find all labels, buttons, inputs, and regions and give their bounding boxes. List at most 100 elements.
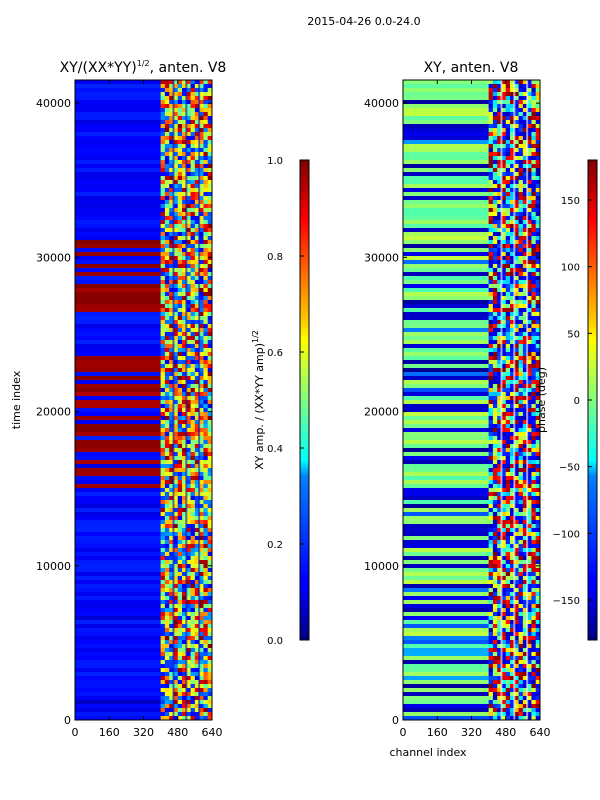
heatmap-cell [203,512,209,517]
heatmap-cell [488,340,494,345]
heatmap-cell [203,108,209,113]
heatmap-cell [527,184,532,189]
heatmap-cell [190,192,196,197]
heatmap-cell [488,516,494,521]
heatmap-cell [501,344,507,349]
heatmap-cell [199,480,204,485]
heatmap-cell [199,432,204,437]
heatmap-cell [169,236,174,241]
heatmap-cell [522,576,528,581]
heatmap-cell [505,412,511,417]
heatmap-cell [497,356,502,361]
heatmap-cell [190,268,196,273]
heatmap-row [403,508,540,513]
heatmap-cell [160,116,166,121]
heatmap-cell [173,328,179,333]
heatmap-cell [207,256,213,261]
heatmap-cell [505,692,511,697]
heatmap-cell [173,80,179,85]
heatmap-cell [194,572,200,577]
heatmap-cell [169,504,174,509]
heatmap-cell [488,464,494,469]
heatmap-cell [207,284,213,289]
heatmap-cell [169,412,174,417]
heatmap-cell [527,228,532,233]
heatmap-cell [194,408,200,413]
heatmap-cell [199,588,204,593]
heatmap-cell [527,508,532,513]
heatmap-cell [173,544,179,549]
heatmap-cell [203,328,209,333]
heatmap-cell [531,304,537,309]
heatmap-cell [488,476,494,481]
heatmap-cell [207,336,213,341]
heatmap-cell [186,200,191,205]
heatmap-cell [169,264,174,269]
heatmap-cell [177,628,183,633]
heatmap-cell [488,200,494,205]
heatmap-cell [492,672,498,677]
heatmap-cell [203,604,209,609]
heatmap-cell [535,372,541,377]
heatmap-cell [203,180,209,185]
heatmap-cell [488,424,494,429]
heatmap-cell [182,288,187,293]
heatmap-row [403,264,540,269]
heatmap-cell [518,624,524,629]
heatmap-cell [203,168,209,173]
heatmap-cell [488,412,494,417]
heatmap-cell [514,424,519,429]
heatmap-cell [190,676,196,681]
heatmap-cell [173,532,179,537]
heatmap-cell [169,292,174,297]
heatmap-cell [518,232,524,237]
heatmap-cell [535,216,541,221]
heatmap-cell [492,316,498,321]
heatmap-row [75,316,212,321]
heatmap-cell [194,104,200,109]
heatmap-cell [160,212,166,217]
heatmap-cell [160,256,166,261]
heatmap-cell [164,592,170,597]
heatmap-cell [535,212,541,217]
heatmap-cell [199,92,204,97]
heatmap-cell [199,176,204,181]
heatmap-cell [497,652,502,657]
heatmap-cell [510,252,515,257]
heatmap-cell [186,332,191,337]
heatmap-cell [164,640,170,645]
heatmap-cell [510,568,515,573]
heatmap-cell [199,316,204,321]
heatmap-cell [514,180,519,185]
heatmap-cell [522,280,528,285]
heatmap-cell [501,408,507,413]
heatmap-cell [535,236,541,241]
phase-panel-title: XY, anten. V8 [424,60,519,76]
heatmap-cell [177,176,183,181]
heatmap-cell [199,604,204,609]
heatmap-cell [203,536,209,541]
heatmap-cell [501,468,507,473]
heatmap-cell [531,680,537,685]
heatmap-cell [514,176,519,181]
heatmap-cell [190,712,196,717]
heatmap-cell [182,384,187,389]
heatmap-cell [160,440,166,445]
heatmap-cell [505,708,511,713]
heatmap-cell [497,612,502,617]
heatmap-cell [492,124,498,129]
heatmap-cell [514,324,519,329]
heatmap-cell [207,688,213,693]
heatmap-cell [514,624,519,629]
heatmap-row [75,512,212,517]
heatmap-cell [522,472,528,477]
heatmap-cell [522,152,528,157]
heatmap-cell [531,108,537,113]
heatmap-cell [173,708,179,713]
heatmap-cell [199,596,204,601]
heatmap-row [403,160,540,165]
heatmap-cell [501,160,507,165]
heatmap-cell [535,104,541,109]
heatmap-cell [194,300,200,305]
heatmap-cell [527,532,532,537]
